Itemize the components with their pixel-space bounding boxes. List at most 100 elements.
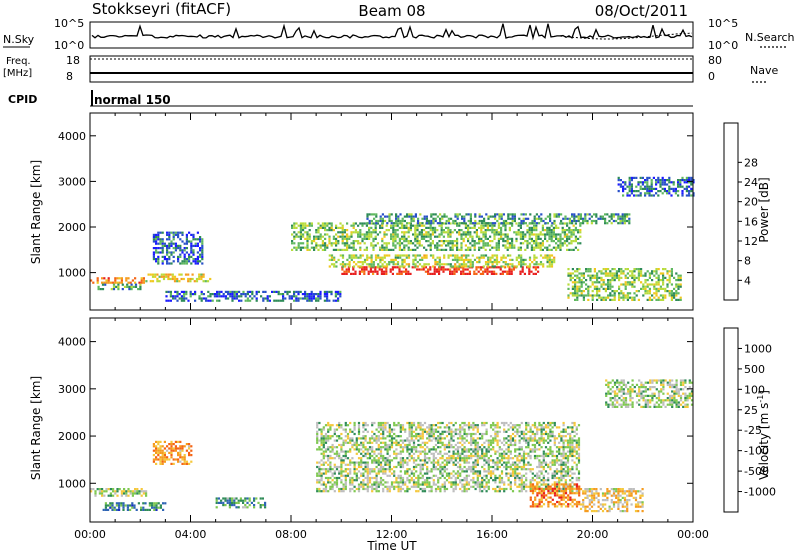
velocity-cell [467, 474, 471, 477]
power-cell [308, 233, 311, 236]
power-cell [262, 299, 265, 302]
power-cell [299, 297, 302, 300]
power-cell [195, 277, 199, 281]
power-cell [559, 246, 562, 249]
power-cell [357, 261, 360, 264]
velocity-cell [432, 457, 435, 460]
velocity-cell [507, 439, 510, 442]
power-cell [563, 231, 566, 234]
power-cell [552, 231, 555, 234]
velocity-cell [335, 450, 339, 453]
power-cell [155, 240, 158, 243]
velocity-cell [344, 481, 347, 484]
velocity-cell [476, 448, 479, 451]
velocity-cell [371, 487, 374, 491]
velocity-cell [450, 439, 453, 442]
power-cell [434, 235, 437, 238]
velocity-cell [320, 452, 323, 455]
power-cell [546, 226, 549, 229]
power-cell [495, 261, 499, 264]
power-cell [291, 248, 294, 251]
power-cell [394, 229, 397, 232]
velocity-cell [324, 468, 328, 471]
power-cell [420, 229, 423, 232]
power-cell [635, 185, 638, 188]
power-cell [574, 283, 577, 286]
power-cell [407, 240, 410, 243]
velocity-cell [386, 463, 389, 466]
power-cell [174, 249, 177, 252]
power-cell [609, 298, 612, 301]
power-cell [192, 249, 195, 252]
power-cell [574, 237, 577, 240]
power-cell [392, 222, 395, 225]
velocity-cell [465, 487, 468, 491]
power-cell [484, 233, 487, 236]
power-cell [489, 224, 492, 227]
velocity-cell [415, 446, 418, 449]
power-cell [196, 260, 199, 263]
power-cell [672, 190, 675, 193]
power-cell [438, 272, 441, 275]
power-cell [397, 215, 400, 218]
velocity-cell [489, 439, 493, 442]
power-cell [154, 275, 157, 278]
power-cell [629, 270, 632, 273]
power-cell [576, 298, 579, 301]
power-cell [352, 265, 356, 268]
power-cell [354, 270, 357, 273]
velocity-cell [527, 430, 530, 433]
power-cell [439, 217, 442, 220]
power-cell [544, 246, 547, 249]
velocity-cell [406, 461, 409, 464]
power-cell [502, 240, 505, 243]
power-cell [406, 215, 409, 218]
power-cell [587, 270, 590, 273]
power-cell [557, 240, 560, 243]
power-cell [612, 215, 615, 218]
velocity-cell [525, 472, 528, 475]
power-cell [576, 276, 579, 279]
velocity-cell [463, 485, 466, 488]
power-cell [617, 215, 620, 218]
power-cell [451, 254, 455, 257]
power-cell [530, 240, 533, 243]
power-cell [333, 258, 336, 261]
power-cell [633, 281, 636, 284]
power-cell [107, 277, 110, 280]
velocity-cell [454, 476, 457, 480]
power-cell [549, 217, 552, 220]
velocity-cell [393, 450, 396, 453]
power-cell [308, 293, 311, 296]
power-cell [375, 215, 378, 218]
velocity-cell [327, 476, 330, 480]
power-cell [339, 248, 342, 251]
velocity-cell [379, 452, 383, 455]
velocity-cell [324, 470, 328, 473]
power-cell [557, 244, 560, 247]
date-title: 08/Oct/2011 [595, 2, 688, 20]
power-cell [366, 263, 369, 266]
velocity-cell [371, 459, 374, 462]
power-cell [432, 213, 435, 216]
velocity-cell [384, 481, 387, 484]
velocity-cell [522, 474, 526, 477]
velocity-cell [520, 457, 523, 460]
velocity-cell [329, 450, 332, 453]
power-cell [497, 226, 500, 229]
power-cell [659, 298, 662, 301]
velocity-cell [120, 494, 123, 497]
power-cell [344, 265, 347, 268]
power-cell [493, 233, 496, 236]
velocity-cell [531, 430, 534, 433]
power-cell [482, 265, 485, 268]
velocity-cell [483, 457, 486, 460]
power-cell [626, 276, 629, 279]
power-cell [523, 272, 526, 275]
power-cell [466, 272, 469, 275]
power-cell [326, 299, 329, 302]
velocity-cell [417, 454, 420, 458]
velocity-cell [533, 437, 537, 440]
power-cell [440, 268, 443, 271]
